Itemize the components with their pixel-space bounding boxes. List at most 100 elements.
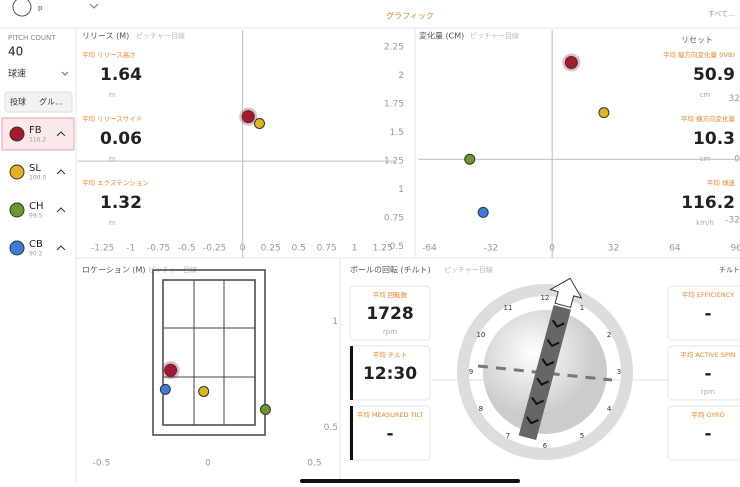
pitch-speed: 90.2: [29, 251, 43, 258]
stat-value: 1.32: [100, 193, 142, 213]
panel-title: 変化量 (CM): [419, 31, 464, 41]
card-label: 平均 ACTIVE SPIN: [680, 350, 735, 359]
pitch-dot: [10, 203, 24, 217]
spin-mode[interactable]: チルト: [719, 266, 740, 274]
x-tick-label: -1.25: [91, 244, 114, 254]
stat-value: 0.06: [100, 129, 142, 149]
pitch-count: 40: [8, 45, 23, 59]
panel-subtitle: ピッチャー目線: [136, 31, 185, 40]
y-tick-label: 0.75: [384, 214, 404, 224]
stat-value: 1.64: [100, 65, 142, 85]
card-value: -: [704, 364, 711, 384]
card-value: -: [386, 424, 393, 444]
stat-unit: m: [109, 155, 116, 163]
tab-graphic[interactable]: グラフィック: [386, 11, 434, 21]
metric-select[interactable]: 球速: [8, 68, 26, 80]
x-tick-label: 0.5: [307, 459, 321, 469]
x-tick-label: -32: [483, 244, 498, 254]
point: [565, 56, 577, 68]
point: [242, 111, 254, 123]
clock-number: 11: [504, 304, 513, 312]
point: [465, 154, 475, 164]
y-tick-label: 0.5: [324, 423, 338, 433]
x-tick-label: -1: [126, 244, 135, 254]
y-tick-label: 1: [332, 317, 338, 327]
panel-subtitle: ピッチャー目線: [444, 265, 493, 274]
x-tick-label: 0: [205, 459, 211, 469]
x-tick-label: -0.5: [178, 244, 196, 254]
stat-unit: km/h: [696, 219, 714, 227]
x-tick-label: 32: [608, 244, 619, 254]
panel-title: リリース (M): [82, 32, 129, 41]
pitch-name[interactable]: SL: [29, 163, 41, 174]
card-accent: [350, 406, 353, 460]
home-indicator: [300, 479, 520, 483]
y-tick-label: 2.25: [384, 43, 404, 53]
clock-number: 6: [543, 442, 548, 450]
stat-label: 平均 横方向変化量: [681, 114, 736, 123]
x-tick-label: -0.25: [203, 244, 226, 254]
clock-number: 2: [607, 331, 611, 339]
reset[interactable]: リセット: [681, 36, 713, 45]
point: [260, 405, 270, 415]
y-tick-label: 32: [729, 94, 740, 104]
screen: p グラフィック すべて… PITCH COUNT 40 球速 投球 グル… リ…: [0, 0, 740, 483]
pitch-name[interactable]: CH: [29, 201, 44, 212]
view-all[interactable]: すべて…: [708, 10, 735, 18]
pitch-dot: [10, 241, 24, 255]
card-accent: [350, 346, 353, 400]
y-tick-label: 1: [398, 185, 404, 195]
tab[interactable]: グル…: [39, 97, 63, 107]
y-tick-label: 1.75: [384, 100, 404, 110]
stat-label: 平均 リリース高さ: [82, 50, 136, 59]
y-tick-label: 1.5: [390, 128, 404, 138]
card-label: 平均 GYRO: [691, 410, 724, 419]
panel-title: ボールの回転 (チルト): [350, 266, 431, 275]
pitch-count-label: PITCH COUNT: [8, 34, 56, 42]
card-label: 平均 MEASURED TILT: [357, 410, 423, 419]
card-label: 平均 回転数: [373, 290, 408, 299]
y-tick-label: -32: [725, 216, 740, 226]
x-tick-label: -0.5: [93, 459, 111, 469]
pitch-speed: 99.5: [29, 213, 43, 220]
point: [160, 384, 170, 394]
card-value: 12:30: [363, 364, 417, 384]
x-tick-label: 0.5: [292, 244, 306, 254]
pitch-dot: [10, 127, 24, 141]
x-tick-label: -64: [422, 244, 437, 254]
stat-label: 平均 球速: [707, 178, 736, 187]
pitch-name[interactable]: CB: [29, 239, 43, 250]
card-label: 平均 EFFICIENCY: [682, 290, 734, 299]
stat-value: 50.9: [693, 65, 735, 85]
stat-label: 平均 リリースサイド: [82, 114, 142, 123]
stat-unit: m: [109, 219, 116, 227]
y-tick-label: 2: [398, 71, 404, 81]
card-unit: rpm: [701, 388, 715, 396]
logo: p: [38, 4, 43, 12]
clock-number: 12: [541, 294, 550, 302]
x-tick-label: 0.75: [317, 244, 337, 254]
x-tick-label: -0.75: [147, 244, 170, 254]
clock-number: 5: [580, 432, 584, 440]
x-tick-label: 96: [730, 244, 740, 254]
point: [599, 108, 609, 118]
clock-number: 10: [476, 331, 485, 339]
x-tick-label: 1: [352, 244, 358, 254]
pitch-name[interactable]: FB: [29, 125, 42, 136]
stat-unit: cm: [700, 91, 711, 99]
stat-unit: cm: [700, 155, 711, 163]
y-tick-label: 0.5: [390, 242, 404, 252]
card-value: -: [704, 424, 711, 444]
stat-label: 平均 縦方向変化量 (IVB): [663, 50, 735, 59]
clock-number: 1: [580, 304, 584, 312]
pitch-speed: 100.0: [29, 175, 46, 182]
panel-title: ロケーション (M): [82, 266, 146, 275]
clock-number: 9: [469, 368, 473, 376]
x-tick-label: 64: [669, 244, 681, 254]
panel-subtitle: ピッチャー目線: [470, 31, 519, 40]
clock-number: 3: [617, 368, 621, 376]
tab[interactable]: 投球: [10, 97, 26, 107]
point: [165, 364, 177, 376]
point: [199, 386, 209, 396]
stat-unit: m: [109, 91, 116, 99]
